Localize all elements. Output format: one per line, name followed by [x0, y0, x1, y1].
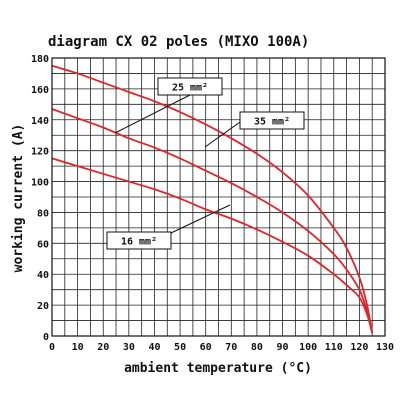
y-tick-label: 140 [31, 116, 49, 127]
chart-title: diagram CX 02 poles (MIXO 100A) [48, 34, 309, 50]
x-tick-label: 80 [251, 342, 263, 353]
callout-box [106, 231, 172, 250]
x-tick-label: 60 [200, 342, 212, 353]
plot-frame [51, 57, 386, 337]
x-tick-label: 120 [350, 342, 368, 353]
callout-35mm: 35 mm² [204, 111, 305, 148]
x-tick-label: 40 [148, 342, 160, 353]
x-tick-label: 90 [277, 342, 289, 353]
x-tick-label: 110 [325, 342, 343, 353]
x-tick-label: 10 [72, 342, 84, 353]
callout-16mm: 16 mm² [106, 204, 231, 250]
y-tick-label: 40 [37, 270, 49, 281]
callout-leader-line [170, 204, 231, 234]
y-tick-label: 160 [31, 85, 49, 96]
series-line-16mm [51, 157, 374, 334]
x-tick-label: 70 [225, 342, 237, 353]
y-tick-label: 0 [43, 332, 49, 343]
y-axis-label: working current (A) [11, 124, 26, 273]
series-layer [51, 64, 374, 334]
tick-labels: 0 10 20 30 40 50 60 70 80 90 100 110 120 130 0 20 40 60 80… [31, 54, 394, 353]
callout-box [157, 77, 223, 96]
callout-box [239, 111, 305, 130]
x-axis-label: ambient temperature (°C) [124, 361, 312, 376]
y-tick-label: 60 [37, 239, 49, 250]
x-tick-label: 20 [97, 342, 109, 353]
grid [52, 58, 385, 336]
y-tick-label: 80 [37, 208, 49, 219]
series-line-35mm [51, 108, 374, 334]
callout-label: 35 mm² [254, 117, 290, 128]
callout-25mm: 25 mm² [114, 77, 223, 134]
series-callouts: 25 mm² 35 mm² 16 mm² [106, 77, 305, 250]
callout-leader-line [204, 121, 241, 148]
callout-leader-line [114, 94, 191, 134]
series-line-25mm [51, 64, 374, 334]
y-tick-label: 20 [37, 301, 49, 312]
y-tick-label: 120 [31, 147, 49, 158]
x-tick-label: 30 [123, 342, 135, 353]
y-tick-label: 180 [31, 54, 49, 65]
x-tick-label: 100 [299, 342, 317, 353]
x-tick-label: 0 [49, 342, 55, 353]
callout-label: 25 mm² [172, 83, 208, 94]
y-tick-label: 100 [31, 178, 49, 189]
callout-label: 16 mm² [121, 237, 157, 248]
x-tick-label: 50 [174, 342, 186, 353]
x-tick-label: 130 [376, 342, 394, 353]
